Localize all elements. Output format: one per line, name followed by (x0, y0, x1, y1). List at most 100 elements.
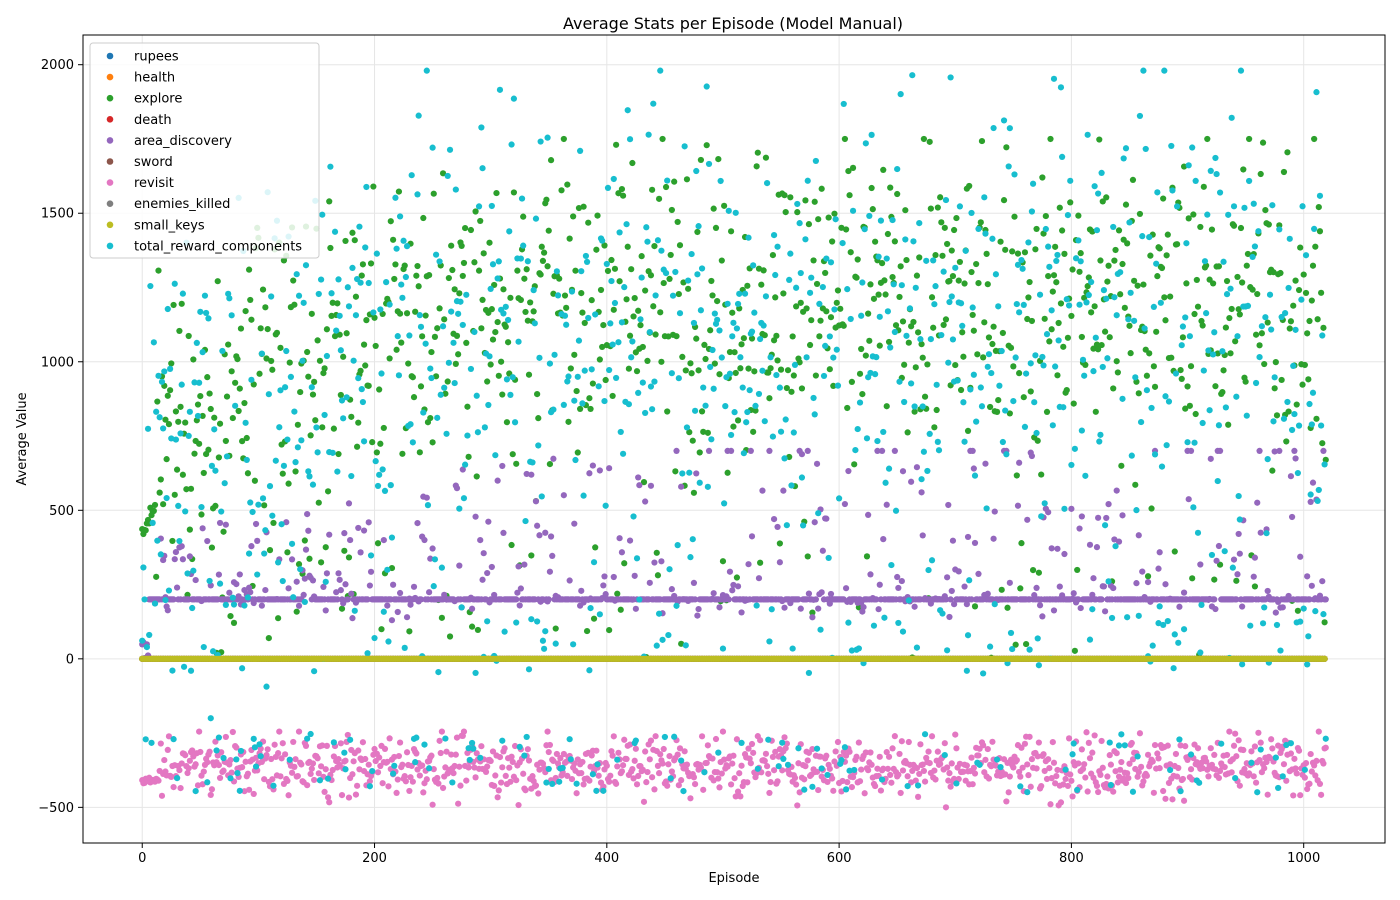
data-point (730, 423, 737, 430)
data-point (379, 780, 386, 787)
data-point (388, 564, 396, 572)
data-point (250, 381, 257, 388)
data-point (464, 403, 471, 410)
data-point (709, 755, 716, 762)
data-point (805, 221, 813, 228)
data-point (1129, 176, 1137, 184)
data-point (666, 753, 673, 760)
data-point (1172, 750, 1180, 758)
data-point (788, 388, 795, 395)
data-point (815, 605, 822, 612)
data-point (1214, 350, 1221, 357)
data-point (920, 135, 927, 143)
data-point (169, 537, 176, 545)
data-point (362, 362, 369, 369)
data-point (974, 351, 981, 358)
data-point (182, 752, 189, 759)
data-point (168, 360, 175, 367)
data-point (642, 748, 649, 755)
data-point (228, 769, 235, 776)
data-point (1167, 761, 1174, 768)
data-point (970, 465, 977, 472)
data-point (1025, 772, 1032, 779)
data-point (206, 390, 213, 397)
data-point (311, 378, 318, 385)
data-point (793, 781, 800, 788)
data-point (861, 790, 868, 797)
data-point (1100, 583, 1108, 590)
data-point (416, 772, 423, 779)
data-point (1278, 376, 1285, 384)
data-point (1103, 514, 1110, 522)
data-point (1005, 789, 1012, 796)
data-point (242, 307, 249, 315)
data-point (154, 398, 161, 405)
data-point (448, 242, 455, 249)
data-point (321, 788, 328, 796)
data-point (1236, 550, 1243, 557)
data-point (813, 460, 821, 467)
data-point (1038, 782, 1045, 790)
data-point (245, 266, 253, 273)
data-point (932, 776, 939, 783)
data-point (938, 219, 945, 226)
data-point (456, 562, 463, 569)
data-point (538, 243, 545, 250)
data-point (539, 257, 547, 265)
data-point (358, 272, 365, 279)
data-point (487, 757, 494, 765)
data-point (1309, 262, 1317, 269)
data-point (1162, 581, 1169, 588)
data-point (997, 238, 1004, 245)
data-point (955, 277, 962, 284)
data-point (319, 424, 326, 431)
data-point (1320, 324, 1327, 331)
data-point (718, 257, 725, 264)
data-point (846, 192, 853, 199)
data-point (759, 487, 766, 494)
data-point (995, 397, 1002, 404)
data-point (980, 742, 987, 749)
data-point (779, 767, 786, 774)
data-point (1104, 773, 1111, 780)
data-point (1092, 408, 1099, 415)
data-point (309, 577, 317, 584)
data-point (1307, 498, 1314, 505)
data-point (635, 474, 642, 481)
data-point (978, 137, 986, 145)
data-point (1193, 276, 1200, 284)
data-point (1164, 742, 1171, 749)
data-point (689, 437, 696, 444)
data-point (772, 294, 779, 301)
data-point (336, 331, 343, 338)
data-point (277, 344, 284, 351)
data-point (199, 412, 206, 420)
data-point (1223, 277, 1231, 285)
data-point (1033, 765, 1040, 772)
data-point (1304, 330, 1311, 337)
data-point (233, 744, 240, 751)
data-point (391, 275, 398, 283)
data-point (832, 748, 839, 755)
data-point (284, 549, 291, 556)
data-point (1052, 243, 1059, 250)
data-point (841, 500, 849, 508)
data-point (157, 476, 164, 483)
data-point (703, 759, 710, 767)
data-point (687, 360, 694, 367)
data-point (420, 789, 427, 796)
data-point (172, 408, 180, 415)
data-point (737, 793, 744, 800)
data-point (514, 589, 521, 596)
data-point (200, 469, 207, 477)
data-point (1187, 447, 1195, 454)
data-point (674, 218, 681, 226)
data-point (767, 778, 774, 786)
data-point (321, 365, 328, 372)
data-point (452, 751, 459, 758)
data-point (637, 322, 644, 329)
data-point (359, 739, 367, 746)
data-point (748, 335, 756, 342)
data-point (227, 612, 234, 620)
data-point (606, 465, 613, 472)
